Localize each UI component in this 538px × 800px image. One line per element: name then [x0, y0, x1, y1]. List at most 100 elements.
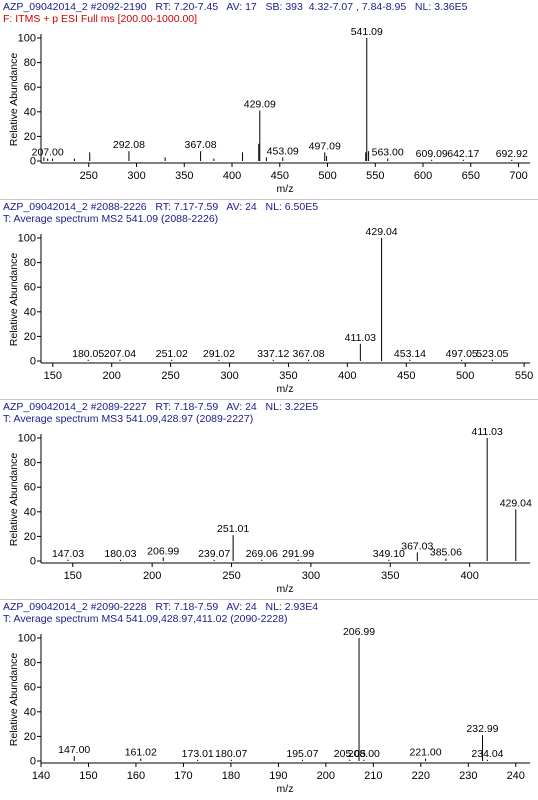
x-tick-label: 250	[161, 370, 179, 382]
y-tick-label: 100	[18, 633, 36, 645]
scan-header: AZP_09042014_2 #2089-2227 RT: 7.18-7.59 …	[3, 401, 319, 413]
peak-label: 206.99	[147, 545, 179, 557]
x-axis-label: m/z	[277, 583, 294, 595]
y-tick-label: 0	[30, 756, 36, 768]
peak-label: 161.02	[125, 747, 157, 759]
panel-divider	[0, 599, 538, 600]
y-tick-label: 80	[24, 257, 36, 269]
y-axis-label: Relative Abundance	[8, 53, 20, 147]
x-tick-label: 300	[220, 370, 238, 382]
x-tick-label: 220	[412, 770, 430, 782]
scan-header: AZP_09042014_2 #2092-2190 RT: 7.20-7.45 …	[3, 1, 468, 13]
x-tick-label: 160	[127, 770, 145, 782]
peak-label: 453.09	[267, 145, 299, 157]
peak-label: 205.05	[334, 748, 366, 760]
filter-line: T: Average spectrum MS2 541.09 (2088-222…	[3, 213, 219, 225]
peak-label: 385.06	[430, 547, 462, 559]
x-tick-label: 150	[44, 370, 62, 382]
spectrum-panel-3: AZP_09042014_2 #2089-2227 RT: 7.18-7.59 …	[0, 400, 538, 600]
x-tick-label: 250	[80, 170, 98, 182]
y-tick-label: 40	[24, 506, 36, 518]
peak-label: 453.14	[394, 348, 426, 360]
peak-label: 692.92	[496, 148, 528, 160]
y-tick-label: 60	[24, 482, 36, 494]
y-tick-label: 40	[24, 306, 36, 318]
filter-line: T: Average spectrum MS4 541.09,428.97,41…	[3, 613, 288, 625]
x-tick-label: 240	[507, 770, 525, 782]
peak-label: 609.09	[416, 148, 448, 160]
peak-label: 207.04	[104, 348, 136, 360]
scan-header: AZP_09042014_2 #2088-2226 RT: 7.17-7.59 …	[3, 201, 319, 213]
peak-label: 221.00	[409, 747, 441, 759]
x-tick-label: 300	[127, 170, 145, 182]
x-tick-label: 230	[459, 770, 477, 782]
peak-label: 251.01	[217, 523, 249, 535]
y-tick-label: 100	[18, 33, 36, 45]
x-tick-label: 400	[223, 170, 241, 182]
y-tick-label: 100	[18, 433, 36, 445]
x-tick-label: 350	[381, 570, 399, 582]
peak-label: 251.02	[156, 348, 188, 360]
y-tick-label: 100	[18, 233, 36, 245]
peak-label: 541.09	[351, 26, 383, 38]
x-tick-label: 200	[103, 370, 121, 382]
peak-label: 180.07	[215, 748, 247, 760]
x-tick-label: 500	[318, 170, 336, 182]
peak-label: 563.00	[372, 147, 404, 159]
peak-label: 291.99	[282, 548, 314, 560]
filter-line: F: ITMS + p ESI Full ms [200.00-1000.00]	[3, 13, 198, 25]
peak-label: 208.00	[348, 748, 380, 760]
x-tick-label: 150	[64, 570, 82, 582]
x-tick-label: 190	[269, 770, 287, 782]
spectrum-panel-2: AZP_09042014_2 #2088-2226 RT: 7.17-7.59 …	[0, 200, 538, 400]
x-tick-label: 350	[279, 370, 297, 382]
peak-label: 147.00	[58, 744, 90, 756]
peak-label: 147.03	[52, 548, 84, 560]
peak-label: 291.02	[203, 348, 235, 360]
y-tick-label: 80	[24, 457, 36, 469]
y-tick-label: 80	[24, 657, 36, 669]
spectrum-plot: 0 20 40 60 80 100 140 150 160 170 180 190 200 210 220 2…	[8, 626, 530, 795]
x-tick-label: 400	[338, 370, 356, 382]
x-axis-label: m/z	[277, 383, 294, 395]
y-tick-label: 20	[24, 531, 36, 543]
peak-label: 367.08	[293, 348, 325, 360]
x-tick-label: 400	[460, 570, 478, 582]
y-tick-label: 40	[24, 106, 36, 118]
peak-label: 367.03	[401, 540, 433, 552]
scan-header: AZP_09042014_2 #2090-2228 RT: 7.18-7.59 …	[3, 601, 319, 613]
x-tick-label: 250	[222, 570, 240, 582]
y-tick-label: 20	[24, 131, 36, 143]
x-tick-label: 150	[79, 770, 97, 782]
x-tick-label: 140	[32, 770, 50, 782]
peak-label: 206.99	[343, 626, 375, 638]
peak-label: 234.04	[471, 748, 503, 760]
peak-label: 429.09	[244, 99, 276, 111]
y-axis-label: Relative Abundance	[8, 653, 20, 747]
panel-divider	[0, 399, 538, 400]
peak-label: 411.03	[472, 426, 503, 438]
peak-label: 497.05	[446, 348, 478, 360]
x-tick-label: 210	[364, 770, 382, 782]
y-tick-label: 80	[24, 57, 36, 69]
x-tick-label: 650	[462, 170, 480, 182]
spectrum-plot: 0 20 40 60 80 100 150 200 250 300 350 400 m/z Relativ…	[8, 426, 532, 595]
x-tick-label: 450	[397, 370, 415, 382]
y-tick-label: 20	[24, 731, 36, 743]
x-tick-label: 180	[222, 770, 240, 782]
y-tick-label: 0	[30, 156, 36, 168]
peak-label: 269.06	[246, 548, 278, 560]
peak-label: 642.17	[447, 148, 479, 160]
x-tick-label: 200	[143, 570, 161, 582]
x-axis-label: m/z	[277, 183, 294, 195]
spectrum-panel-1: AZP_09042014_2 #2092-2190 RT: 7.20-7.45 …	[0, 0, 538, 200]
y-axis-label: Relative Abundance	[8, 453, 20, 547]
peak-label: 411.03	[345, 332, 376, 344]
peak-label: 367.08	[185, 139, 217, 151]
y-tick-label: 0	[30, 356, 36, 368]
y-tick-label: 40	[24, 706, 36, 718]
panel-divider	[0, 199, 538, 200]
spectrum-plot: 0 20 40 60 80 100 150 200 250 300 350 400 450 500 550 m…	[8, 226, 533, 395]
x-axis-label: m/z	[277, 783, 294, 795]
x-tick-label: 700	[509, 170, 527, 182]
